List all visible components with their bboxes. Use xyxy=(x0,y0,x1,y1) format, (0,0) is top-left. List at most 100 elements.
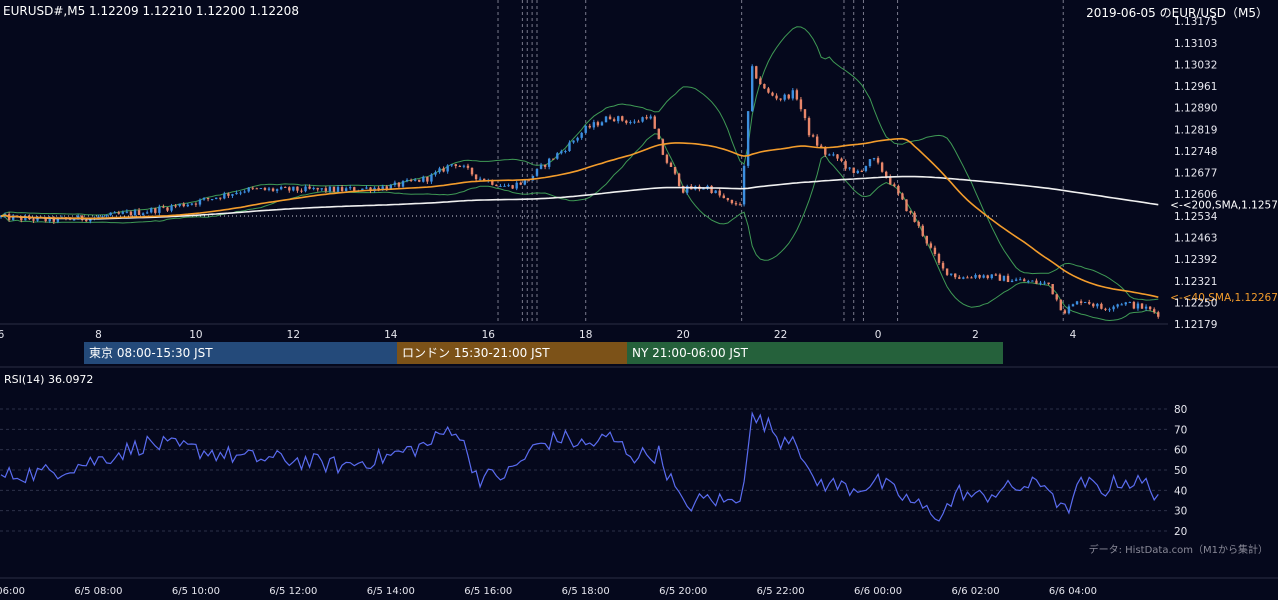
candle-body xyxy=(702,188,705,190)
hour-tick-label: 4 xyxy=(1070,329,1077,341)
candle-body xyxy=(458,166,462,168)
candle-body xyxy=(649,116,652,119)
candle-body xyxy=(255,188,259,190)
candle-body xyxy=(1055,294,1058,300)
candle-body xyxy=(413,179,417,181)
hour-tick-label: 18 xyxy=(579,329,592,341)
candle-body xyxy=(815,136,819,146)
rsi-tick-label: 60 xyxy=(1174,445,1187,457)
candle-body xyxy=(401,181,405,187)
candle-body xyxy=(495,184,498,186)
candle-body xyxy=(296,186,299,191)
candle-body xyxy=(641,117,644,122)
candle-body xyxy=(913,212,916,222)
candle-body xyxy=(154,208,157,213)
candle-body xyxy=(251,187,254,189)
candle-body xyxy=(909,211,912,213)
candle-body xyxy=(905,199,908,212)
candle-body xyxy=(507,185,510,187)
candle-body xyxy=(547,158,551,167)
hour-tick-label: 22 xyxy=(774,329,787,341)
candle-body xyxy=(982,275,985,278)
rsi-axis: 80 70 60 50 40 30 20 xyxy=(1174,404,1187,538)
candle-body xyxy=(1104,308,1107,310)
candle-body xyxy=(409,179,413,181)
candle-body xyxy=(588,125,591,128)
candle-body xyxy=(714,190,717,194)
candle-body xyxy=(576,137,579,141)
candle-body xyxy=(612,119,616,122)
candle-body xyxy=(397,182,401,187)
candle-body xyxy=(738,204,742,206)
candle-body xyxy=(990,274,993,279)
candle-body xyxy=(418,179,421,182)
candle-body xyxy=(718,190,721,196)
candle-body xyxy=(966,277,969,279)
time-tick-label: 6/5 20:00 xyxy=(659,586,707,597)
candle-body xyxy=(434,172,437,175)
candle-body xyxy=(860,170,864,172)
candle-body xyxy=(686,186,689,193)
candle-body xyxy=(596,122,600,126)
candle-body xyxy=(121,212,125,214)
candle-body xyxy=(531,175,535,181)
candle-body xyxy=(1108,309,1111,311)
candle-body xyxy=(820,145,823,148)
candle-body xyxy=(263,188,267,190)
candle-body xyxy=(20,216,23,221)
price-axis: 1.13175 1.13103 1.13032 1.12961 1.12890 1.128… xyxy=(1174,16,1218,331)
candle-body xyxy=(312,187,315,189)
candle-body xyxy=(1006,275,1010,283)
candle-body xyxy=(271,188,275,191)
candle-body xyxy=(580,132,583,138)
candle-body xyxy=(292,186,295,191)
candle-body xyxy=(1116,304,1119,307)
candle-body xyxy=(1100,303,1103,309)
price-tick-label: 1.13103 xyxy=(1174,38,1217,50)
candle-body xyxy=(320,188,323,190)
candle-body xyxy=(499,185,502,187)
candle-body xyxy=(247,187,250,192)
price-tick-label: 1.13175 xyxy=(1174,16,1217,28)
time-tick-label: 6/6 00:00 xyxy=(854,586,902,597)
candle-body xyxy=(1157,312,1160,317)
candle-body xyxy=(978,275,981,278)
candle-body xyxy=(174,205,177,207)
candle-body xyxy=(515,182,518,189)
session-ny: NY 21:00-06:00 JST xyxy=(627,342,1003,364)
candle-body xyxy=(454,164,457,167)
candle-body xyxy=(1027,281,1030,283)
time-tick-label: 6/5 06:00 xyxy=(0,586,25,597)
candle-body xyxy=(145,212,149,214)
candle-body xyxy=(832,154,835,156)
candle-body xyxy=(328,186,332,192)
candle-body xyxy=(836,154,839,159)
symbol-ohlc: EURUSD#,M5 1.12209 1.12210 1.12200 1.122… xyxy=(3,4,299,18)
candle-body xyxy=(941,262,945,269)
candle-body xyxy=(1148,306,1152,310)
hour-tick-label: 8 xyxy=(95,329,102,341)
candle-body xyxy=(742,165,746,205)
candle-body xyxy=(202,197,206,200)
time-tick-label: 6/5 18:00 xyxy=(562,586,610,597)
time-tick-label: 6/5 14:00 xyxy=(367,586,415,597)
candle-body xyxy=(316,187,319,190)
candle-body xyxy=(844,161,847,169)
candle-body xyxy=(466,165,470,168)
candle-body xyxy=(840,158,843,162)
candle-body xyxy=(929,243,933,248)
candle-body xyxy=(791,90,795,99)
candle-body xyxy=(1079,301,1083,303)
candle-body xyxy=(227,193,230,196)
sma200-label: <-<200,SMA,1.12571 xyxy=(1170,200,1278,212)
candle-body xyxy=(239,192,242,194)
candle-body xyxy=(72,219,76,221)
candle-body xyxy=(446,165,449,172)
candle-body xyxy=(393,182,397,185)
candle-body xyxy=(621,116,624,121)
hour-tick-label: 20 xyxy=(676,329,689,341)
rsi-label: RSI(14) 36.0972 xyxy=(4,373,94,386)
candle-body xyxy=(629,122,632,124)
candle-body xyxy=(519,182,522,185)
